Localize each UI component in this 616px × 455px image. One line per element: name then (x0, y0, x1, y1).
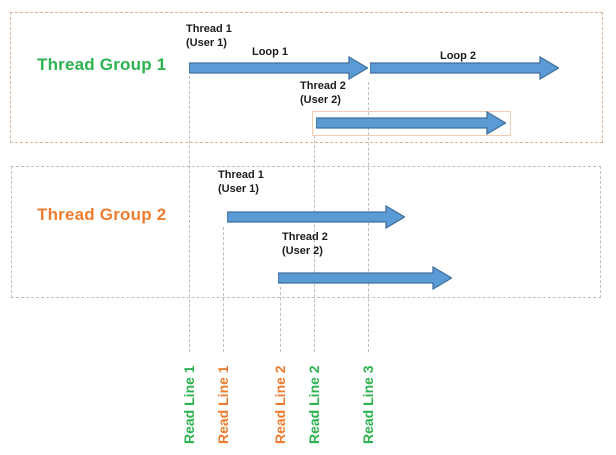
read-line-2-orange-label: Read Line 2 (272, 365, 288, 444)
read-line-1-green-label: Read Line 1 (181, 365, 197, 444)
thread-name: Thread 2 (282, 231, 328, 243)
read-line-3-green-label: Read Line 3 (360, 365, 376, 444)
thread-group-1-label: Thread Group 1 (37, 55, 167, 74)
group1-thread1-loop1-arrow (189, 55, 368, 81)
read-line-1-orange-marker (223, 227, 224, 352)
group1-thread1-label: Thread 1 (User 1) (186, 23, 232, 50)
group1-thread1-loop2-arrow (370, 55, 559, 81)
read-line-1-green-marker (189, 76, 190, 352)
thread-name: Thread 1 (186, 23, 232, 35)
thread-group-2-label: Thread Group 2 (37, 205, 167, 224)
group1-thread2-arrow (316, 110, 506, 136)
thread-user: (User 1) (186, 36, 227, 49)
thread-user: (User 2) (282, 244, 323, 257)
read-line-1-orange-label: Read Line 1 (215, 365, 231, 444)
thread-name: Thread 2 (300, 80, 346, 92)
thread-name: Thread 1 (218, 169, 264, 181)
read-line-2-green-marker (314, 135, 315, 352)
read-line-2-orange-marker (280, 287, 281, 352)
thread-user: (User 1) (218, 182, 259, 195)
thread-user: (User 2) (300, 93, 341, 106)
group2-thread2-label: Thread 2 (User 2) (282, 231, 328, 258)
group2-thread2-arrow (278, 265, 452, 291)
group2-thread1-arrow (227, 204, 405, 230)
thread-group-1-box (10, 12, 603, 143)
loop2-label: Loop 2 (439, 50, 477, 62)
loop1-label: Loop 1 (251, 46, 289, 58)
thread2-highlight-rect (312, 111, 511, 136)
read-line-2-green-label: Read Line 2 (306, 365, 322, 444)
group2-thread1-label: Thread 1 (User 1) (218, 169, 264, 196)
thread-group-2-box (11, 166, 601, 298)
group1-thread2-label: Thread 2 (User 2) (300, 80, 346, 107)
